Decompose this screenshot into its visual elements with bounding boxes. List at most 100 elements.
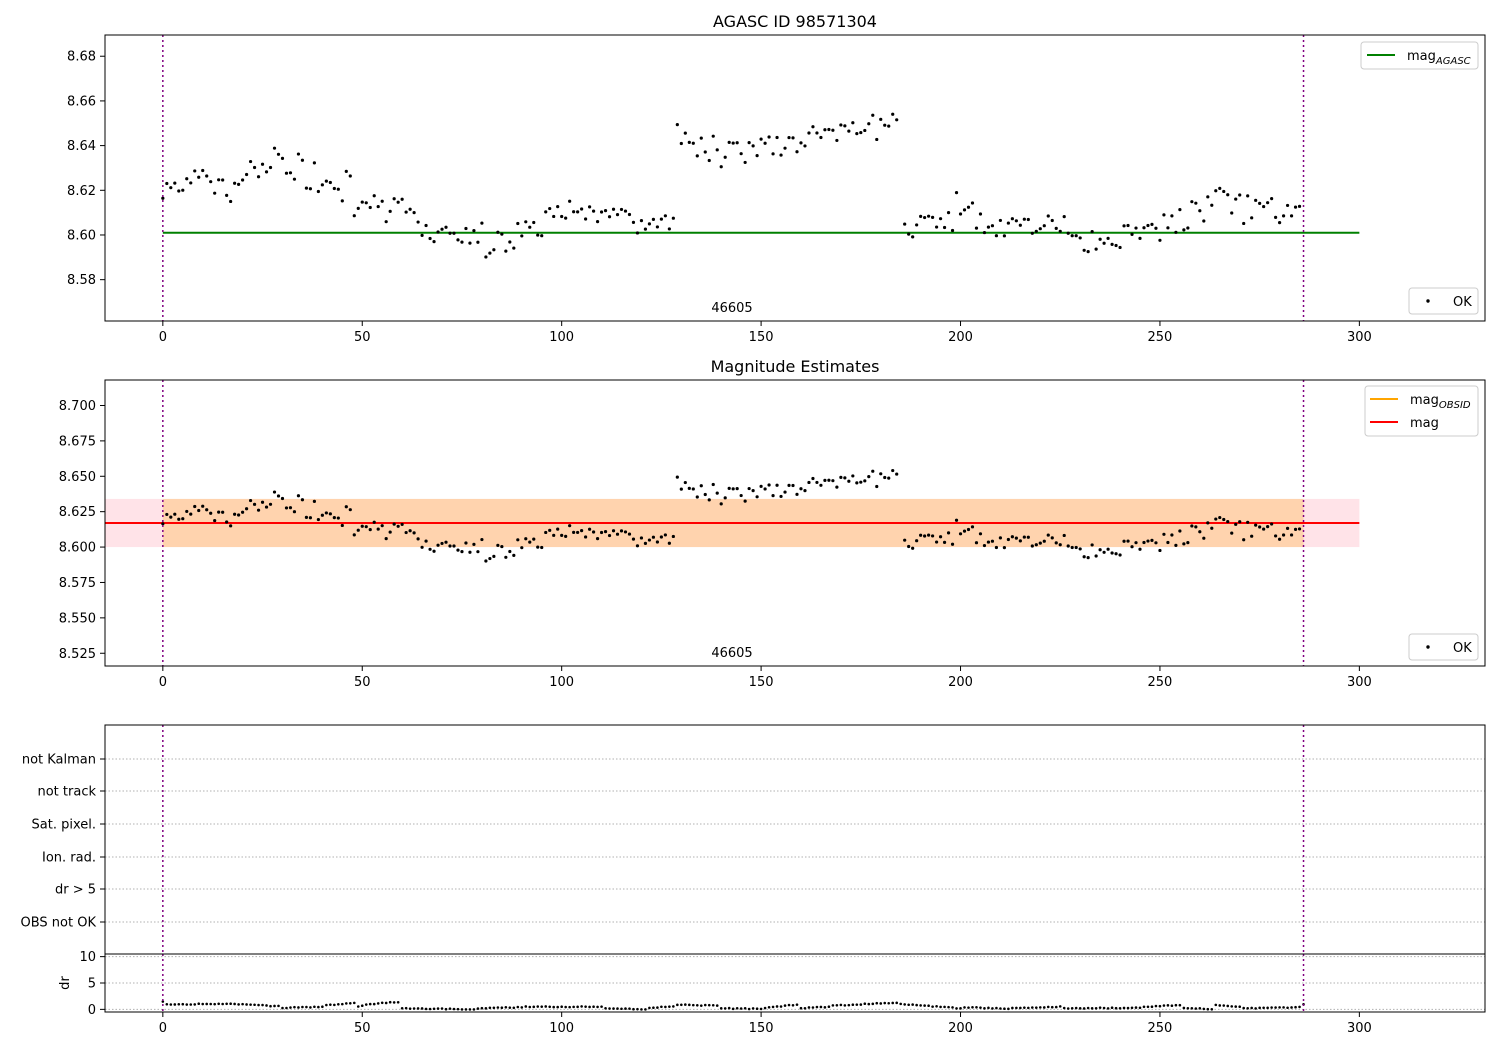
mag-point bbox=[504, 555, 508, 559]
mag-point bbox=[1062, 215, 1066, 219]
mag-point bbox=[871, 469, 875, 473]
dr-point bbox=[416, 1007, 420, 1010]
dr-point bbox=[504, 1005, 508, 1009]
mag-point bbox=[229, 524, 233, 528]
mag-point bbox=[520, 234, 524, 238]
mag-point bbox=[1254, 523, 1258, 527]
dr-point bbox=[644, 1008, 647, 1011]
mag-point bbox=[1042, 539, 1046, 543]
mag-point bbox=[448, 544, 452, 548]
mag-point bbox=[1134, 226, 1138, 230]
x-tick-label: 200 bbox=[948, 1021, 973, 1036]
mag-point bbox=[1198, 209, 1202, 213]
dr-point bbox=[261, 1003, 264, 1007]
mag-point bbox=[237, 182, 241, 186]
dr-point bbox=[1122, 1006, 1126, 1010]
mag-point bbox=[396, 200, 400, 204]
mag-point bbox=[173, 512, 177, 516]
dr-point bbox=[963, 1006, 966, 1009]
dr-point bbox=[352, 1001, 356, 1005]
dr-point bbox=[396, 1000, 400, 1004]
mag-point bbox=[1266, 201, 1270, 205]
mag-point bbox=[958, 212, 963, 216]
mag-point bbox=[847, 479, 851, 483]
dr-point bbox=[1254, 1007, 1257, 1010]
mag-point bbox=[1262, 204, 1266, 209]
mag-point bbox=[248, 159, 253, 164]
mag-point bbox=[324, 511, 328, 515]
dr-point bbox=[1154, 1004, 1158, 1008]
mag-point bbox=[244, 507, 249, 511]
mag-point bbox=[476, 550, 480, 554]
mag-point bbox=[691, 487, 695, 491]
mag-point bbox=[855, 132, 859, 136]
dr-point bbox=[947, 1005, 950, 1009]
dr-point bbox=[488, 1006, 492, 1010]
dr-point bbox=[895, 1001, 899, 1005]
mag-point bbox=[1166, 540, 1170, 545]
mag-point bbox=[1186, 541, 1190, 545]
dr-point bbox=[201, 1002, 205, 1006]
mag-point bbox=[488, 556, 492, 561]
mag-point bbox=[500, 232, 504, 236]
dr-point bbox=[348, 1001, 352, 1005]
mag-point bbox=[520, 546, 524, 550]
mag-point bbox=[1002, 234, 1006, 238]
mag-point bbox=[619, 529, 624, 533]
dr-point bbox=[217, 1002, 220, 1006]
mag-point bbox=[424, 223, 428, 228]
mag-point bbox=[611, 529, 616, 533]
mag-point bbox=[508, 549, 512, 554]
dr-point bbox=[803, 1006, 807, 1010]
legend-swatch-ok-2 bbox=[1426, 645, 1430, 649]
panel2-title: Magnitude Estimates bbox=[711, 357, 880, 376]
mag-point bbox=[775, 135, 779, 140]
mag-point bbox=[998, 536, 1003, 540]
mag-point bbox=[296, 494, 301, 498]
mag-point bbox=[468, 241, 472, 245]
dr-point bbox=[1038, 1006, 1042, 1009]
panel2-y-axis: 8.525 8.550 8.575 8.600 8.625 8.650 8.675 8.700 bbox=[59, 399, 105, 662]
mag-point bbox=[392, 197, 396, 201]
mag-point bbox=[197, 175, 201, 179]
mag-point bbox=[819, 135, 823, 140]
dr-point bbox=[508, 1006, 512, 1009]
mag-point bbox=[679, 141, 683, 146]
mag-point bbox=[827, 127, 831, 132]
mag-point bbox=[751, 489, 755, 493]
dr-point bbox=[229, 1002, 232, 1005]
mag-point bbox=[189, 512, 193, 516]
mag-point bbox=[1154, 541, 1158, 545]
mag-point bbox=[743, 160, 747, 165]
mag-point bbox=[1194, 525, 1198, 529]
mag-point bbox=[564, 534, 568, 539]
panel1-x-axis: 0 50 100 150 200 250 300 bbox=[159, 321, 1372, 345]
mag-point bbox=[743, 499, 747, 503]
x-tick-label: 150 bbox=[749, 675, 774, 690]
dr-point bbox=[1074, 1006, 1078, 1010]
mag-point bbox=[679, 487, 683, 491]
mag-point bbox=[193, 504, 197, 509]
mag-point bbox=[1050, 536, 1054, 540]
dr-point bbox=[991, 1007, 994, 1010]
mag-point bbox=[524, 537, 528, 541]
mag-point bbox=[348, 508, 352, 512]
dr-point bbox=[695, 1003, 699, 1007]
mag-point bbox=[376, 527, 380, 531]
mag-point bbox=[276, 494, 281, 498]
mag-point bbox=[855, 481, 859, 485]
panel1-marks bbox=[161, 35, 1360, 321]
legend-label-ok-2: OK bbox=[1453, 641, 1472, 656]
dr-point bbox=[181, 1002, 185, 1006]
mag-point bbox=[1214, 189, 1218, 193]
dr-point bbox=[819, 1005, 823, 1009]
mag-point bbox=[775, 483, 779, 487]
dr-point bbox=[1070, 1006, 1074, 1010]
mag-point bbox=[663, 533, 667, 537]
mag-point bbox=[1106, 236, 1110, 240]
mag-point bbox=[587, 205, 592, 209]
dr-point bbox=[440, 1007, 444, 1010]
mag-point bbox=[428, 547, 432, 551]
mag-point bbox=[1082, 248, 1086, 252]
dr-point bbox=[560, 1005, 563, 1009]
